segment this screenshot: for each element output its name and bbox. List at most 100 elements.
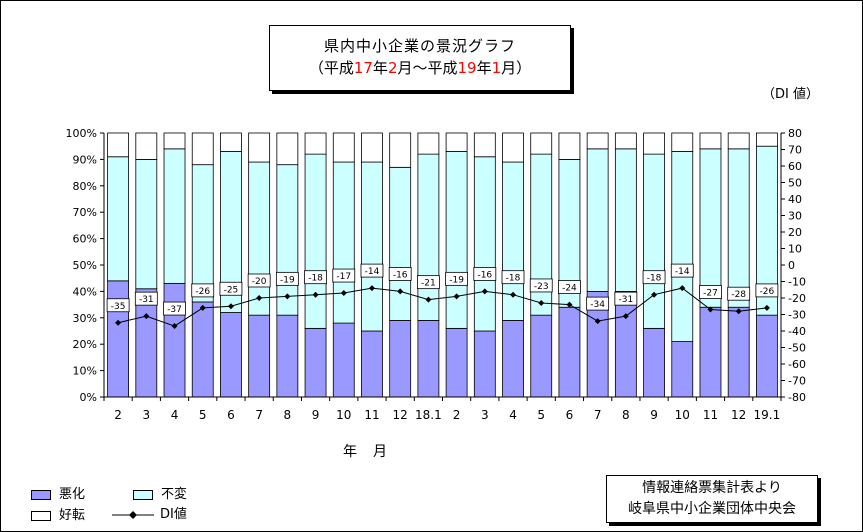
y-tick-label-left: 60% <box>73 233 97 246</box>
di-label-box <box>106 298 130 313</box>
x-tick-label: 5 <box>199 408 207 422</box>
di-label-box <box>755 283 779 298</box>
y-tick-label-right: 0 <box>788 259 795 272</box>
di-label: -31 <box>139 295 154 305</box>
y-tick-label-left: 80% <box>73 180 97 193</box>
x-tick-label: 9 <box>312 408 320 422</box>
di-marker <box>425 296 432 303</box>
bar-better <box>248 132 271 163</box>
di-label: -14 <box>675 267 690 277</box>
bar-same <box>332 161 355 324</box>
y-tick-label-right: 10 <box>788 243 802 256</box>
source-line-2: 岐阜県中小企業団体中央会 <box>628 501 796 517</box>
chart-title-box: 県内中小企業の景況グラフ （平成17年2月～平成19年1月） <box>269 25 571 91</box>
di-marker <box>510 291 517 298</box>
chart-subtitle: （平成17年2月～平成19年1月） <box>270 57 570 79</box>
bar-worse <box>248 314 271 398</box>
y-tick-label-right: 30 <box>788 210 802 223</box>
di-marker <box>538 299 545 306</box>
bar-same <box>586 148 609 292</box>
legend-swatch-worse <box>31 490 51 500</box>
bar-worse <box>304 327 327 398</box>
bar-worse <box>107 280 130 398</box>
bar-better <box>361 132 383 163</box>
di-label-box <box>558 280 581 295</box>
y-tick-label-right: 40 <box>788 193 802 206</box>
bar-same <box>191 164 214 303</box>
y-axis-right: -80 -70 -60 -50 -40 -30 -20 -10 0 10 20 30 40 50 60 70 8… <box>780 127 806 404</box>
di-label: -16 <box>393 270 408 280</box>
di-label-box <box>247 273 271 288</box>
x-axis-label: 年 月 <box>343 444 388 460</box>
bar-better <box>191 132 214 166</box>
bar-worse <box>191 301 214 398</box>
bar-better <box>389 132 412 168</box>
di-label-box <box>163 301 186 316</box>
x-tick-label: 11 <box>703 408 718 422</box>
di-label-box <box>332 268 356 283</box>
legend-item-worse: 悪化 <box>31 487 85 503</box>
y-tick-label-left: 30% <box>73 312 97 325</box>
y-tick-label-right: 80 <box>788 127 802 140</box>
bar-better <box>502 132 524 163</box>
di-label-box <box>614 291 638 306</box>
subtitle-number: 1 <box>491 59 502 77</box>
bar-better <box>332 132 355 163</box>
di-marker <box>256 295 263 301</box>
bar-better <box>135 132 158 160</box>
bar-worse <box>530 314 553 398</box>
x-tick-label: 4 <box>171 408 179 422</box>
bar-better <box>163 132 186 150</box>
bar-same <box>473 156 496 332</box>
di-marker <box>368 285 375 292</box>
bar-same <box>614 148 637 292</box>
di-label: -37 <box>167 305 182 315</box>
di-label: -31 <box>619 295 634 305</box>
y-tick-label-left: 100% <box>66 127 97 140</box>
di-label-box <box>642 270 666 285</box>
di-label-box <box>501 270 525 285</box>
di-label-box <box>134 291 158 306</box>
y2-axis-label: （DI 値） <box>762 87 819 102</box>
di-marker <box>763 304 770 311</box>
chart-title: 県内中小企業の景況グラフ <box>323 37 516 55</box>
di-label: -17 <box>336 272 351 282</box>
y-tick-label-right: -30 <box>788 309 806 322</box>
di-label: -24 <box>562 284 577 294</box>
bar-better <box>558 132 581 160</box>
bar-worse <box>276 314 299 398</box>
x-tick-label: 9 <box>650 408 658 422</box>
legend-swatch-di <box>112 511 154 519</box>
di-marker <box>707 306 714 313</box>
y-tick-label-left: 70% <box>73 206 97 219</box>
di-label-box <box>219 281 243 296</box>
di-marker <box>115 319 122 326</box>
di-label-box <box>529 278 553 293</box>
di-label-box <box>699 285 722 299</box>
bar-better <box>473 132 496 158</box>
bar-worse <box>332 322 355 398</box>
subtitle-text: 月） <box>501 59 532 77</box>
di-marker <box>171 323 178 330</box>
bar-worse <box>361 330 383 398</box>
di-label: -26 <box>195 287 210 297</box>
y-tick-label-right: 20 <box>788 226 802 239</box>
subtitle-text: 月～平成 <box>397 59 458 77</box>
bar-same <box>727 148 750 308</box>
x-tick-label: 11 <box>364 408 379 422</box>
di-label-box <box>275 271 299 286</box>
bar-better <box>755 132 778 147</box>
x-tick-label: 3 <box>481 408 489 422</box>
di-label-box <box>388 266 412 281</box>
bar-same <box>163 148 186 284</box>
bar-worse <box>755 314 778 398</box>
di-label: -16 <box>477 270 492 280</box>
x-axis: 2 3 4 5 6 7 8 9 10 11 12 18.1 2 3 4 5 6 7 8 9 10 11 12 19.1 <box>103 396 782 422</box>
di-marker <box>199 304 206 311</box>
x-tick-label: 4 <box>509 408 517 422</box>
x-tick-label: 7 <box>594 408 602 422</box>
bar-worse <box>614 290 637 398</box>
di-label-box <box>670 263 694 278</box>
y-tick-label-right: -40 <box>788 325 806 338</box>
